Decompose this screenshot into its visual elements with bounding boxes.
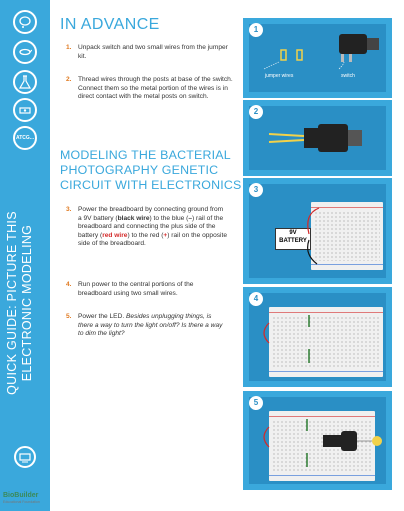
switch-label: switch (341, 73, 355, 79)
bacteria-icon (13, 40, 37, 64)
red-wire-label: red wire (102, 231, 128, 239)
breadboard (311, 202, 383, 270)
step-text: Run power to the central portions of the… (78, 281, 194, 297)
panel-number: 1 (249, 23, 263, 37)
text-segment: Power the LED. (78, 313, 127, 320)
panel-3: 9V BATTERY 3 (243, 178, 392, 284)
switch-illustration (263, 34, 379, 70)
document-icon (14, 446, 36, 468)
logo-text: BioBuilder (3, 492, 39, 499)
modeling-heading: MODELING THE BACTERIAL PHOTOGRAPHY GENET… (60, 148, 242, 192)
panel-5: 5 (243, 391, 392, 490)
panel-inner (249, 24, 386, 92)
panel-number: 3 (249, 183, 263, 197)
step-text: Power the breadboard by connecting groun… (78, 206, 228, 249)
text-segment: ) rail of the breadboard and connecting … (78, 214, 224, 239)
step-1: 1. Unpack switch and two small wires fro… (66, 44, 238, 64)
biobuilder-logo: BioBuilder Educational Foundation (3, 492, 40, 506)
step-text: Unpack switch and two small wires from t… (78, 44, 228, 60)
microscope-icon (13, 98, 37, 122)
step-number: 2. (66, 76, 72, 83)
speech-bubble-icon (13, 10, 37, 34)
breadboard (269, 307, 383, 377)
text-segment: Power the breadboard by connecting groun… (78, 206, 224, 222)
led-illustration (263, 419, 382, 467)
logo-subtitle: Educational Foundation (3, 500, 40, 504)
sidebar: ATCG... QUICK GUIDE: PICTURE THIS ELECTR… (0, 0, 50, 511)
atcg-icon: ATCG... (13, 126, 37, 150)
panel-4: 4 (243, 287, 392, 387)
step-5: 5. Power the LED. Besides unplugging thi… (66, 313, 238, 343)
jumper-wires-illustration (263, 315, 310, 363)
step-text: Thread wires through the posts at base o… (78, 76, 233, 101)
step-number: 3. (66, 206, 72, 213)
step-2: 2. Thread wires through the posts at bas… (66, 76, 238, 116)
step-3: 3. Power the breadboard by connecting gr… (66, 206, 238, 276)
battery-label: 9V BATTERY (279, 230, 307, 244)
step-4: 4. Run power to the central portions of … (66, 281, 238, 301)
battery-wires (307, 207, 320, 265)
atcg-label: ATCG... (16, 135, 34, 141)
text-segment: ) rail on the opposite side of the bread… (78, 231, 228, 248)
panel-inner (249, 397, 386, 484)
battery: 9V BATTERY (275, 228, 311, 250)
plus-sign: + (163, 231, 168, 239)
panel-2: 2 (243, 100, 392, 176)
text-segment: ) to the blue ( (149, 214, 189, 222)
step-text: Power the LED. Besides unplugging things… (78, 313, 228, 339)
minus-sign: – (188, 214, 193, 222)
panel-number: 2 (249, 105, 263, 119)
title-line-2: ELECTRONIC MODELING (20, 224, 34, 382)
flask-icon (13, 70, 37, 94)
panel-inner: 9V BATTERY (249, 184, 386, 278)
title-line-1: QUICK GUIDE: PICTURE THIS (5, 211, 19, 395)
text-segment: ) to the red ( (127, 231, 164, 239)
italic-question: Besides unplugging things, is there a wa… (78, 313, 223, 338)
step-number: 1. (66, 44, 72, 51)
panel-number: 4 (249, 292, 263, 306)
step-number: 4. (66, 281, 72, 288)
panel-number: 5 (249, 396, 263, 410)
switch-wired-illustration (268, 124, 362, 152)
panel-inner (249, 293, 386, 381)
breadboard (269, 411, 375, 481)
panel-1: 1 jumper wires switch (243, 18, 392, 98)
jumper-wires-label: jumper wires (265, 73, 294, 79)
black-wire-label: black wire (117, 214, 150, 222)
panel-inner (249, 106, 386, 170)
in-advance-heading: IN ADVANCE (60, 16, 160, 33)
step-number: 5. (66, 313, 72, 320)
